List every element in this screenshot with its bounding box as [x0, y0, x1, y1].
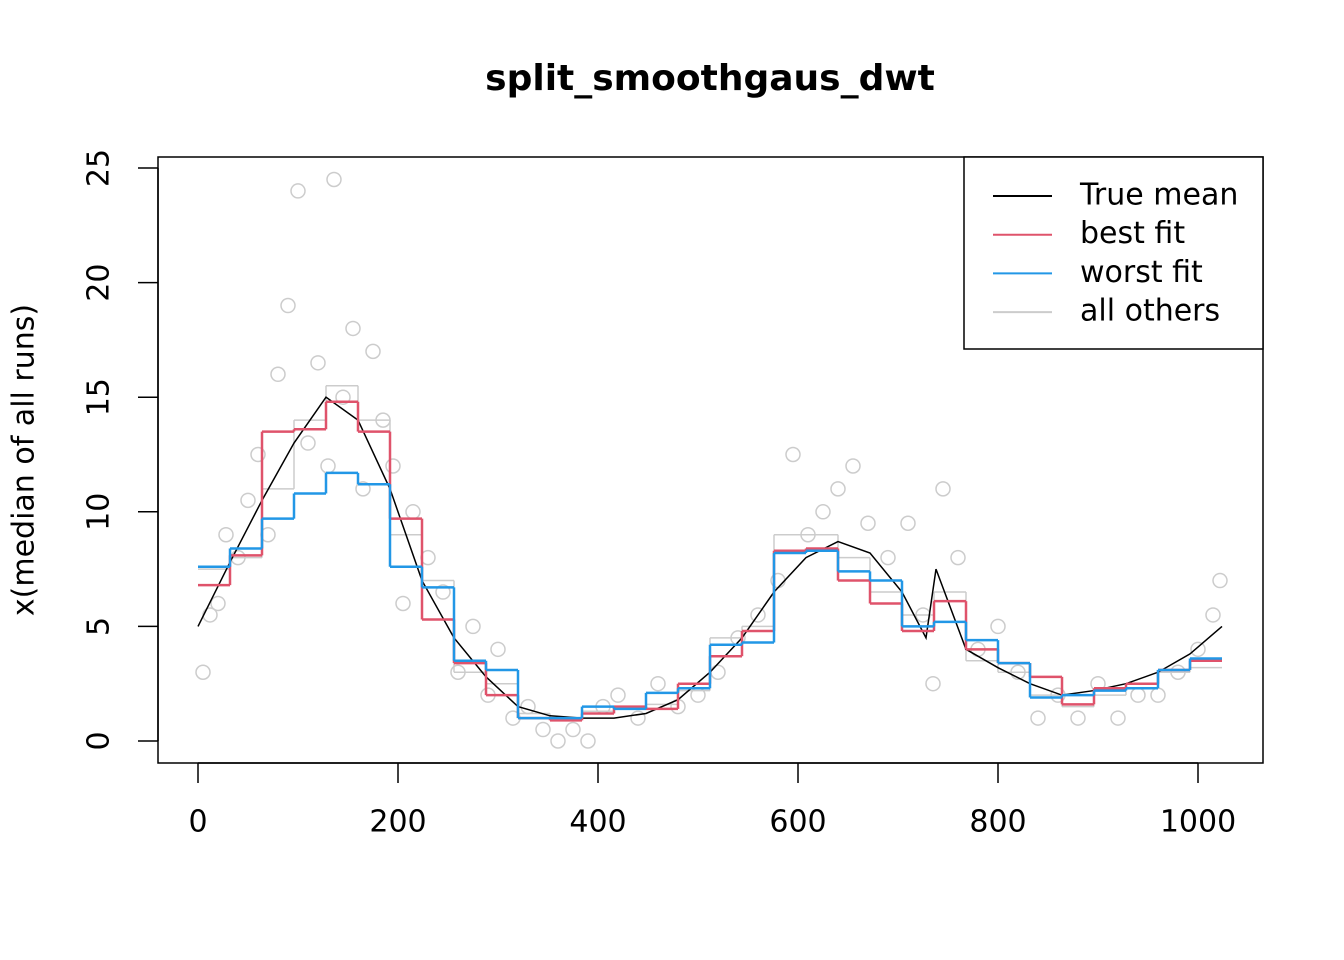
data-point — [335, 389, 351, 405]
data-point — [326, 171, 342, 188]
y-axis-label: x(median of all runs) — [7, 304, 42, 616]
data-point — [270, 366, 286, 383]
data-point — [550, 733, 566, 749]
y-tick-label: 10 — [82, 493, 117, 531]
data-point — [490, 641, 506, 658]
data-point — [240, 492, 256, 509]
data-point — [320, 458, 336, 474]
data-point — [610, 687, 626, 703]
data-point — [1150, 687, 1166, 703]
data-point — [950, 549, 966, 566]
y-tick-label: 0 — [82, 731, 117, 750]
data-point — [345, 320, 361, 337]
legend-label: True mean — [1079, 178, 1238, 213]
data-point — [395, 595, 411, 612]
data-point — [1205, 607, 1221, 623]
x-tick-label: 0 — [188, 805, 207, 840]
data-point — [880, 549, 896, 566]
data-point — [860, 515, 876, 532]
data-point — [990, 618, 1006, 635]
x-tick-label: 600 — [769, 805, 826, 840]
data-point — [355, 481, 371, 497]
data-point — [925, 675, 941, 692]
data-point — [405, 504, 421, 520]
data-point — [900, 515, 916, 532]
data-point — [290, 183, 306, 199]
data-point — [365, 343, 381, 360]
data-point — [580, 733, 596, 749]
data-point — [1030, 710, 1046, 726]
x-tick-label: 200 — [369, 805, 426, 840]
data-point — [218, 526, 234, 543]
legend-label: all others — [1080, 294, 1220, 329]
data-point — [750, 607, 766, 623]
data-point — [630, 710, 646, 726]
data-point — [815, 504, 831, 520]
data-point — [435, 584, 451, 600]
data-point — [1130, 687, 1146, 703]
data-point — [210, 595, 226, 612]
legend-label: worst fit — [1080, 255, 1203, 290]
data-point — [1190, 641, 1206, 658]
y-tick-label: 25 — [82, 149, 117, 187]
chart-title: split_smoothgaus_dwt — [485, 58, 935, 99]
data-point — [385, 458, 401, 474]
data-point — [465, 618, 481, 635]
data-point — [300, 435, 316, 451]
x-tick-label: 800 — [969, 805, 1026, 840]
data-point — [830, 481, 846, 497]
data-point — [310, 355, 326, 371]
data-point — [785, 446, 801, 463]
y-tick-label: 20 — [82, 264, 117, 302]
legend-label: best fit — [1080, 216, 1185, 251]
y-tick-label: 15 — [82, 378, 117, 416]
data-point — [280, 297, 296, 314]
legend-box — [963, 156, 1264, 350]
x-tick-label: 400 — [569, 805, 626, 840]
data-point — [650, 675, 666, 692]
data-point — [195, 664, 211, 680]
data-point — [250, 446, 266, 463]
x-tick-label: 1000 — [1160, 805, 1236, 840]
data-point — [565, 721, 581, 738]
data-point — [1212, 572, 1228, 589]
data-point — [1070, 710, 1086, 726]
data-point — [845, 458, 861, 474]
data-point — [535, 721, 551, 738]
data-point — [710, 664, 726, 680]
y-tick-label: 5 — [82, 617, 117, 636]
data-point — [935, 481, 951, 497]
data-point — [1110, 710, 1126, 726]
